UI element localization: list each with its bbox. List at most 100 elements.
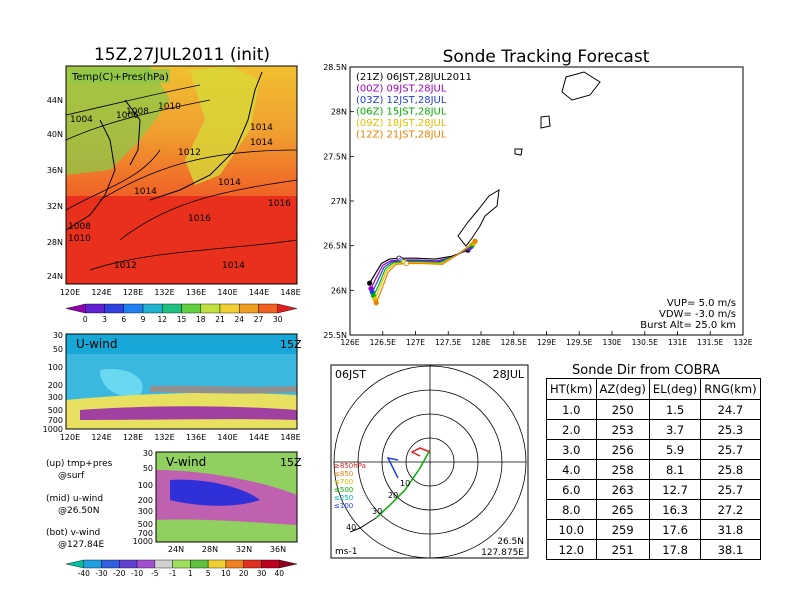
temperature-pressure-map: 15Z,27JUL2011 (init) 1004 1006 1008 1010…	[47, 45, 301, 297]
y-tick-label: 27N	[331, 197, 347, 206]
table-header-row: HT(km) AZ(deg) EL(deg) RNG(km)	[546, 378, 761, 400]
map-title: 15Z,27JUL2011 (init)	[94, 45, 270, 65]
y-tick-label: 26.5N	[323, 242, 347, 251]
u-wind-core	[66, 334, 297, 354]
track-legend-entry: (21Z) 06JST,28JUL2011	[356, 72, 472, 83]
china-coast	[65, 119, 116, 231]
wind-colorbar-swatch	[83, 559, 102, 569]
svg-text:1016: 1016	[188, 214, 211, 224]
polar-hodograph-green	[375, 449, 431, 519]
svg-text:1014: 1014	[134, 187, 157, 197]
table-cell: 25.7	[700, 439, 761, 460]
x-tick-label: 126.5E	[370, 338, 396, 347]
wind-colorbar-label: -30	[95, 569, 107, 578]
colorbar-label: 27	[254, 315, 264, 324]
polar-hodograph-red	[410, 447, 431, 457]
table-cell: 258	[595, 459, 650, 480]
u-wind-lon-tick: 140E	[217, 433, 237, 442]
wind-colorbar: -40 -30 -20 -10 -5 -1 1 5 10 20 30 40	[65, 559, 298, 578]
track-legend-entry: (12Z) 21JST,28JUL	[356, 130, 447, 141]
track-legend-entry: (00Z) 09JST,28JUL	[356, 84, 447, 95]
map-lon-ticks: 120E 124E 128E 132E 136E 140E 144E 148E	[60, 288, 301, 297]
polar-loc-lon: 127.875E	[481, 548, 524, 558]
v-wind-lat-tick: 36N	[270, 545, 286, 554]
svg-text:VUP= 5.0 m/s: VUP= 5.0 m/s	[667, 298, 736, 309]
header-el: EL(deg)	[648, 378, 702, 400]
table-cell: 25.7	[700, 479, 761, 500]
table-cell: 38.1	[700, 539, 761, 560]
u-wind-lon-tick: 120E	[60, 433, 80, 442]
table-cell: 253	[595, 419, 650, 440]
u-wind-lon-ticks: 120E 124E 128E 132E 136E 140E 144E 148E	[60, 433, 301, 442]
wind-colorbar-swatch	[190, 559, 209, 569]
polar-time-right: 28JUL	[493, 368, 525, 381]
table-cell: 250	[595, 399, 650, 420]
table-cell: 1.5	[648, 399, 702, 420]
polar-time-left: 06JST	[335, 368, 366, 381]
x-tick-label: 130E	[602, 338, 621, 347]
table-cell: 12.7	[648, 479, 702, 500]
wind-colorbar-swatch	[154, 559, 173, 569]
track-series	[367, 238, 478, 306]
svg-text:≤500: ≤500	[334, 486, 353, 494]
colorbar-label: 6	[121, 315, 126, 324]
svg-text:1012: 1012	[178, 148, 201, 158]
wind-colorbar-label: 10	[221, 569, 231, 578]
v-wind-frame	[155, 451, 298, 543]
v-wind-lat-ticks: 24N 28N 32N 36N	[168, 545, 286, 554]
map-lat-tick: 32N	[47, 202, 63, 211]
colorbar-swatch	[200, 303, 221, 314]
wind-colorbar-label: -1	[169, 569, 177, 578]
colorbar-label: 30	[273, 315, 283, 324]
island-outlines	[457, 71, 601, 247]
header-ht: HT(km)	[546, 378, 597, 400]
map-lon-tick: 148E	[280, 288, 300, 297]
svg-text:(up) tmp+pres: (up) tmp+pres	[46, 459, 113, 469]
map-frame	[65, 65, 298, 285]
table-cell: 6.0	[546, 479, 597, 500]
svg-text:40: 40	[346, 523, 356, 532]
x-tick-label: 127E	[406, 338, 425, 347]
v-wind-lat-tick: 28N	[202, 545, 218, 554]
x-tick-label: 129E	[537, 338, 556, 347]
table-cell: 17.6	[648, 519, 702, 540]
table-cell: 5.9	[648, 439, 702, 460]
wind-colorbar-swatch	[207, 559, 227, 569]
svg-text:≤850: ≤850	[334, 470, 353, 478]
table-cell: 259	[595, 519, 650, 540]
u-wind-lon-tick: 148E	[280, 433, 300, 442]
track-y-ticks: 25.5N 26N 26.5N 27N 27.5N 28N 28.5N	[323, 63, 354, 340]
colorbar-swatch	[277, 303, 298, 314]
svg-text:≥850hPa: ≥850hPa	[334, 462, 366, 470]
u-wind-lon-tick: 136E	[186, 433, 206, 442]
v-wind-level: 50	[143, 464, 153, 473]
table-cell: 16.3	[648, 499, 702, 520]
u-wind-time: 15Z	[280, 338, 302, 351]
svg-text:@surf: @surf	[58, 471, 85, 481]
svg-text:Burst Alt= 25.0 km: Burst Alt= 25.0 km	[640, 320, 736, 331]
map-lon-tick: 120E	[60, 288, 80, 297]
wind-colorbar-label: -20	[113, 569, 125, 578]
polar-ring-labels: 10 20 30 40	[346, 479, 410, 532]
map-lon-tick: 128E	[123, 288, 143, 297]
x-tick-label: 131E	[668, 338, 687, 347]
x-tick-label: 131.5E	[697, 338, 723, 347]
wind-colorbar-swatch	[65, 559, 84, 569]
header-az: AZ(deg)	[595, 378, 650, 400]
svg-text:@26.50N: @26.50N	[58, 506, 100, 516]
svg-text:≤100: ≤100	[334, 502, 353, 510]
svg-text:≤250: ≤250	[334, 494, 353, 502]
y-tick-label: 26N	[331, 286, 347, 295]
track-title: Sonde Tracking Forecast	[443, 47, 650, 67]
colorbar-swatch	[65, 303, 86, 314]
svg-text:1014: 1014	[250, 123, 273, 133]
u-wind-grey	[150, 385, 297, 394]
svg-text:≤700: ≤700	[334, 478, 353, 486]
japan-coast	[149, 71, 263, 201]
track-point	[367, 280, 373, 286]
colorbar-label: 9	[141, 315, 146, 324]
table-cell: 17.8	[648, 539, 702, 560]
u-wind-level: 1000	[43, 425, 63, 434]
